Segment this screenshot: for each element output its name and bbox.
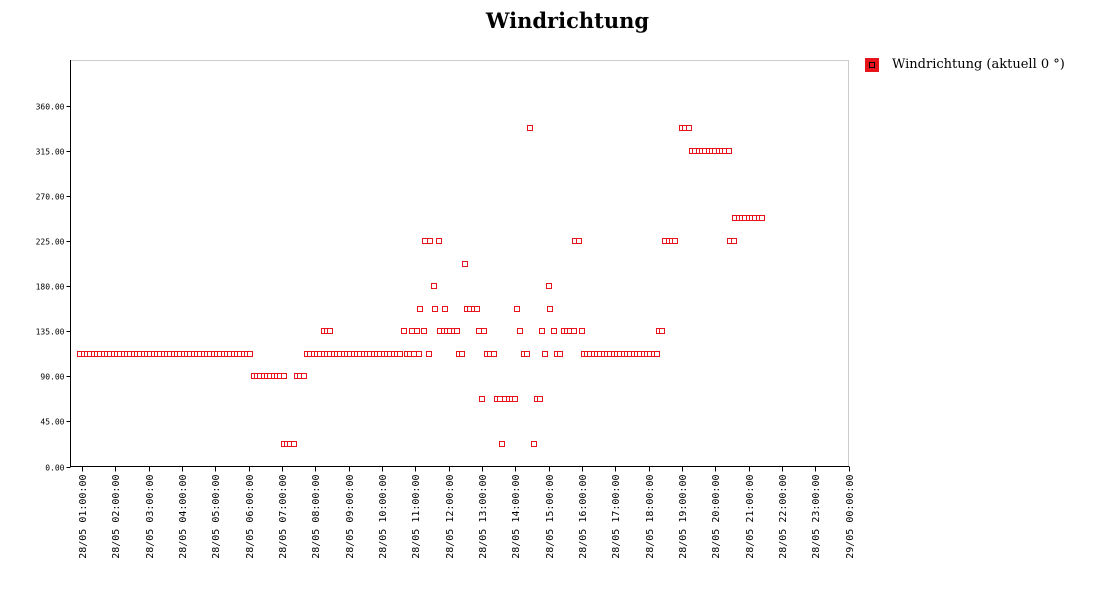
data-point xyxy=(571,328,577,334)
x-tick-label: 28/05 01:00:00 xyxy=(78,475,89,559)
y-tick-label: 135.00 xyxy=(36,328,65,337)
x-tick-label: 28/05 12:00:00 xyxy=(445,475,456,559)
data-point xyxy=(422,238,428,244)
x-tick-label: 28/05 23:00:00 xyxy=(811,475,822,559)
data-point xyxy=(401,328,407,334)
y-tick-label: 315.00 xyxy=(36,148,65,157)
data-point xyxy=(672,238,678,244)
y-tick-label: 270.00 xyxy=(36,193,65,202)
data-point xyxy=(416,351,422,357)
data-point xyxy=(546,283,552,289)
data-point xyxy=(659,328,665,334)
x-tick-label: 28/05 21:00:00 xyxy=(745,475,756,559)
x-tick-label: 28/05 17:00:00 xyxy=(611,475,622,559)
x-axis-ticks: 28/05 01:00:00 28/05 02:00:00 28/05 03:00:… xyxy=(78,466,856,559)
x-tick-label: 28/05 22:00:00 xyxy=(778,475,789,559)
data-point xyxy=(539,328,545,334)
data-point xyxy=(426,351,432,357)
data-point xyxy=(537,396,543,402)
data-point xyxy=(527,125,533,131)
data-point xyxy=(301,373,307,379)
data-point xyxy=(517,328,523,334)
x-tick-label: 28/05 02:00:00 xyxy=(111,475,122,559)
data-point xyxy=(409,328,415,334)
data-point xyxy=(431,283,437,289)
data-point xyxy=(726,148,732,154)
data-point xyxy=(497,396,503,402)
data-point xyxy=(579,328,585,334)
y-tick-label: 45.00 xyxy=(40,418,64,427)
plot-area xyxy=(70,60,849,467)
data-point xyxy=(524,351,530,357)
data-point xyxy=(479,396,485,402)
data-point xyxy=(512,396,518,402)
data-point xyxy=(481,328,487,334)
x-tick-label: 28/05 08:00:00 xyxy=(311,475,322,559)
data-point xyxy=(462,261,468,267)
data-point xyxy=(576,238,582,244)
data-point xyxy=(531,441,537,447)
x-tick-label: 28/05 06:00:00 xyxy=(245,475,256,559)
data-point xyxy=(759,215,765,221)
y-tick-label: 0.00 xyxy=(45,464,64,473)
data-points xyxy=(77,125,765,447)
data-point xyxy=(247,351,253,357)
x-tick-label: 28/05 15:00:00 xyxy=(545,475,556,559)
data-point xyxy=(454,328,460,334)
data-point xyxy=(557,351,563,357)
y-tick-label: 90.00 xyxy=(40,373,64,382)
data-point xyxy=(551,328,557,334)
legend-swatch xyxy=(865,57,879,72)
x-tick-label: 28/05 04:00:00 xyxy=(178,475,189,559)
data-point xyxy=(436,238,442,244)
y-tick-label: 225.00 xyxy=(36,238,65,247)
x-tick-label: 28/05 16:00:00 xyxy=(578,475,589,559)
x-tick-label: 28/05 03:00:00 xyxy=(145,475,156,559)
y-axis-ticks: 0.00 45.00 90.00 135.00 180.00 225.00 270.00 31… xyxy=(36,103,71,473)
data-point xyxy=(547,306,553,312)
data-point xyxy=(499,441,505,447)
x-tick-label: 28/05 09:00:00 xyxy=(345,475,356,559)
data-point xyxy=(686,125,692,131)
x-tick-label: 28/05 18:00:00 xyxy=(645,475,656,559)
x-tick-label: 28/05 11:00:00 xyxy=(411,475,422,559)
data-point xyxy=(459,351,465,357)
x-tick-label: 28/05 20:00:00 xyxy=(711,475,722,559)
data-point xyxy=(327,328,333,334)
data-point xyxy=(432,306,438,312)
data-point xyxy=(291,441,297,447)
data-point xyxy=(411,351,417,357)
data-point xyxy=(654,351,660,357)
legend: Windrichtung (aktuell 0 °) xyxy=(865,57,1065,72)
x-tick-label: 28/05 10:00:00 xyxy=(378,475,389,559)
data-point xyxy=(421,328,427,334)
x-tick-label: 28/05 13:00:00 xyxy=(478,475,489,559)
x-tick-label: 28/05 19:00:00 xyxy=(678,475,689,559)
data-point xyxy=(514,306,520,312)
data-point xyxy=(542,351,548,357)
y-tick-label: 180.00 xyxy=(36,283,65,292)
data-point xyxy=(417,306,423,312)
legend-label: Windrichtung (aktuell 0 °) xyxy=(892,57,1065,72)
data-point xyxy=(442,306,448,312)
x-tick-label: 28/05 14:00:00 xyxy=(511,475,522,559)
y-tick-label: 360.00 xyxy=(36,103,65,112)
x-tick-label: 29/05 00:00:00 xyxy=(845,475,856,559)
data-point xyxy=(397,351,403,357)
data-point xyxy=(427,238,433,244)
data-point xyxy=(474,306,480,312)
chart-title: Windrichtung xyxy=(485,8,650,33)
data-point xyxy=(491,351,497,357)
x-tick-label: 28/05 07:00:00 xyxy=(278,475,289,559)
data-point xyxy=(731,238,737,244)
data-point xyxy=(281,373,287,379)
x-tick-label: 28/05 05:00:00 xyxy=(211,475,222,559)
data-point xyxy=(476,328,482,334)
data-point xyxy=(414,328,420,334)
